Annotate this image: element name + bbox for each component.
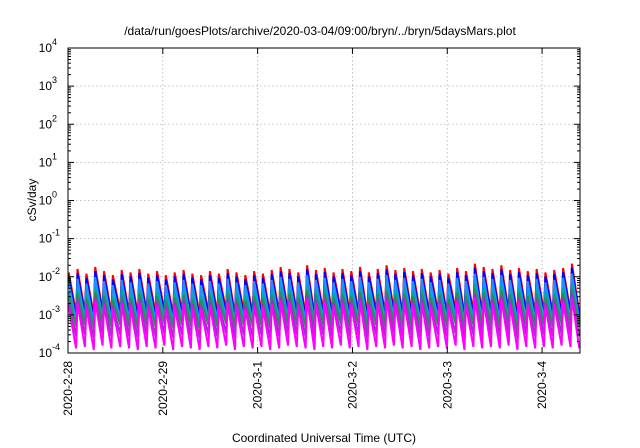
y-tick-exponent: 1 <box>52 151 57 161</box>
x-tick-label: 2020-3-1 <box>251 361 265 409</box>
x-tick-label: 2020-3-4 <box>535 361 549 409</box>
series-group <box>67 263 581 351</box>
y-tick-label: 10 1 <box>39 151 57 169</box>
y-tick-exponent: -4 <box>52 342 60 352</box>
y-tick-base: 10 <box>39 232 53 246</box>
y-tick-exponent: -3 <box>52 304 60 314</box>
y-tick-label: 10 -2 <box>39 266 60 284</box>
y-tick-exponent: -1 <box>52 228 60 238</box>
x-tick-label: 2020-2-28 <box>61 361 75 416</box>
y-tick-label: 10 3 <box>39 75 57 93</box>
series-line <box>67 297 581 351</box>
x-tick-label: 2020-3-2 <box>345 361 359 409</box>
x-tick-label: 2020-3-3 <box>440 361 454 409</box>
y-tick-base: 10 <box>39 346 53 360</box>
x-tick-label: 2020-2-29 <box>156 361 170 416</box>
y-tick-exponent: 2 <box>52 113 57 123</box>
y-tick-base: 10 <box>39 194 53 208</box>
y-tick-base: 10 <box>39 270 53 284</box>
y-tick-base: 10 <box>39 308 53 322</box>
y-tick-base: 10 <box>39 117 53 131</box>
y-tick-label: 10 0 <box>39 190 57 208</box>
y-tick-base: 10 <box>39 41 53 55</box>
y-tick-exponent: 3 <box>52 75 57 85</box>
y-tick-label: 10 -4 <box>39 342 60 360</box>
chart-title: /data/run/goesPlots/archive/2020-03-04/0… <box>124 24 516 38</box>
y-tick-exponent: 4 <box>52 37 57 47</box>
y-tick-exponent: -2 <box>52 266 60 276</box>
y-tick-label: 10 2 <box>39 113 57 131</box>
plot-frame <box>67 47 581 354</box>
y-tick-base: 10 <box>39 79 53 93</box>
y-tick-label: 10 -1 <box>39 228 60 246</box>
y-tick-label: 10 -3 <box>39 304 60 322</box>
x-axis-label: Coordinated Universal Time (UTC) <box>232 431 416 445</box>
y-tick-base: 10 <box>39 155 53 169</box>
y-axis-label: cSv/day <box>25 179 39 222</box>
y-tick-exponent: 0 <box>52 190 57 200</box>
y-tick-label: 10 4 <box>39 37 57 55</box>
